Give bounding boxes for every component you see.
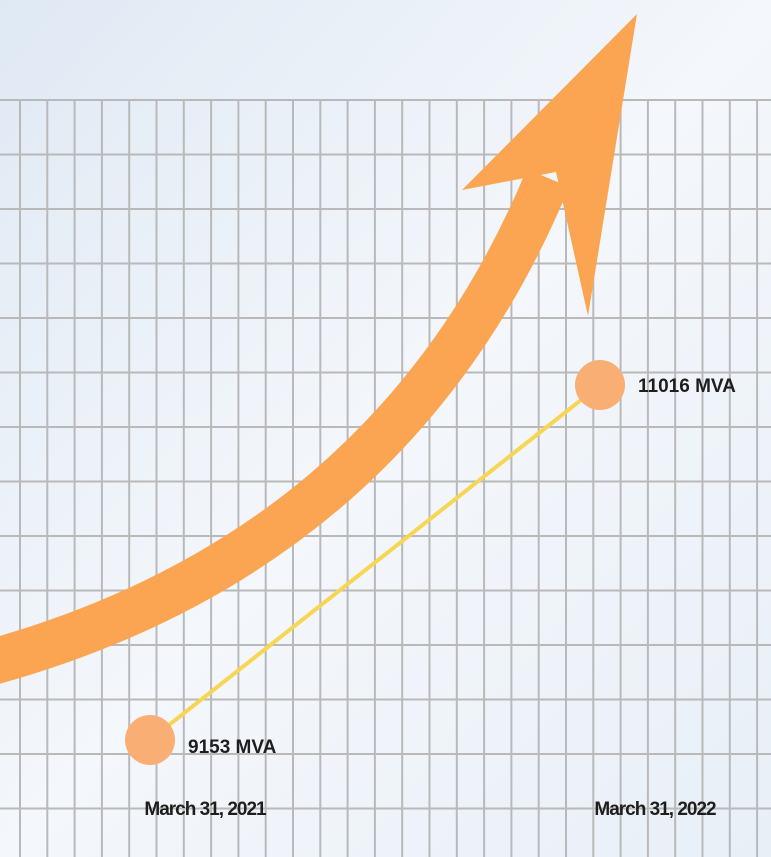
arrow-head — [462, 14, 637, 316]
data-point — [575, 360, 625, 410]
value-label: 11016 MVA — [638, 376, 736, 397]
x-tick-label: March 31, 2021 — [144, 799, 267, 820]
value-label: 9153 MVA — [188, 737, 277, 758]
trend-arrow — [0, 14, 637, 684]
data-line — [148, 383, 602, 742]
data-point — [125, 715, 175, 765]
arrow-shaft — [0, 169, 570, 684]
background-grid — [0, 99, 771, 857]
x-tick-label: March 31, 2022 — [594, 799, 716, 820]
